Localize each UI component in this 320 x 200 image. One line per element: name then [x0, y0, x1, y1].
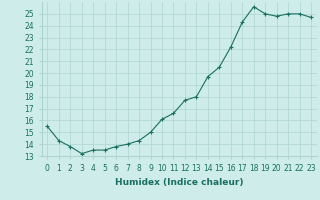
- X-axis label: Humidex (Indice chaleur): Humidex (Indice chaleur): [115, 178, 244, 187]
